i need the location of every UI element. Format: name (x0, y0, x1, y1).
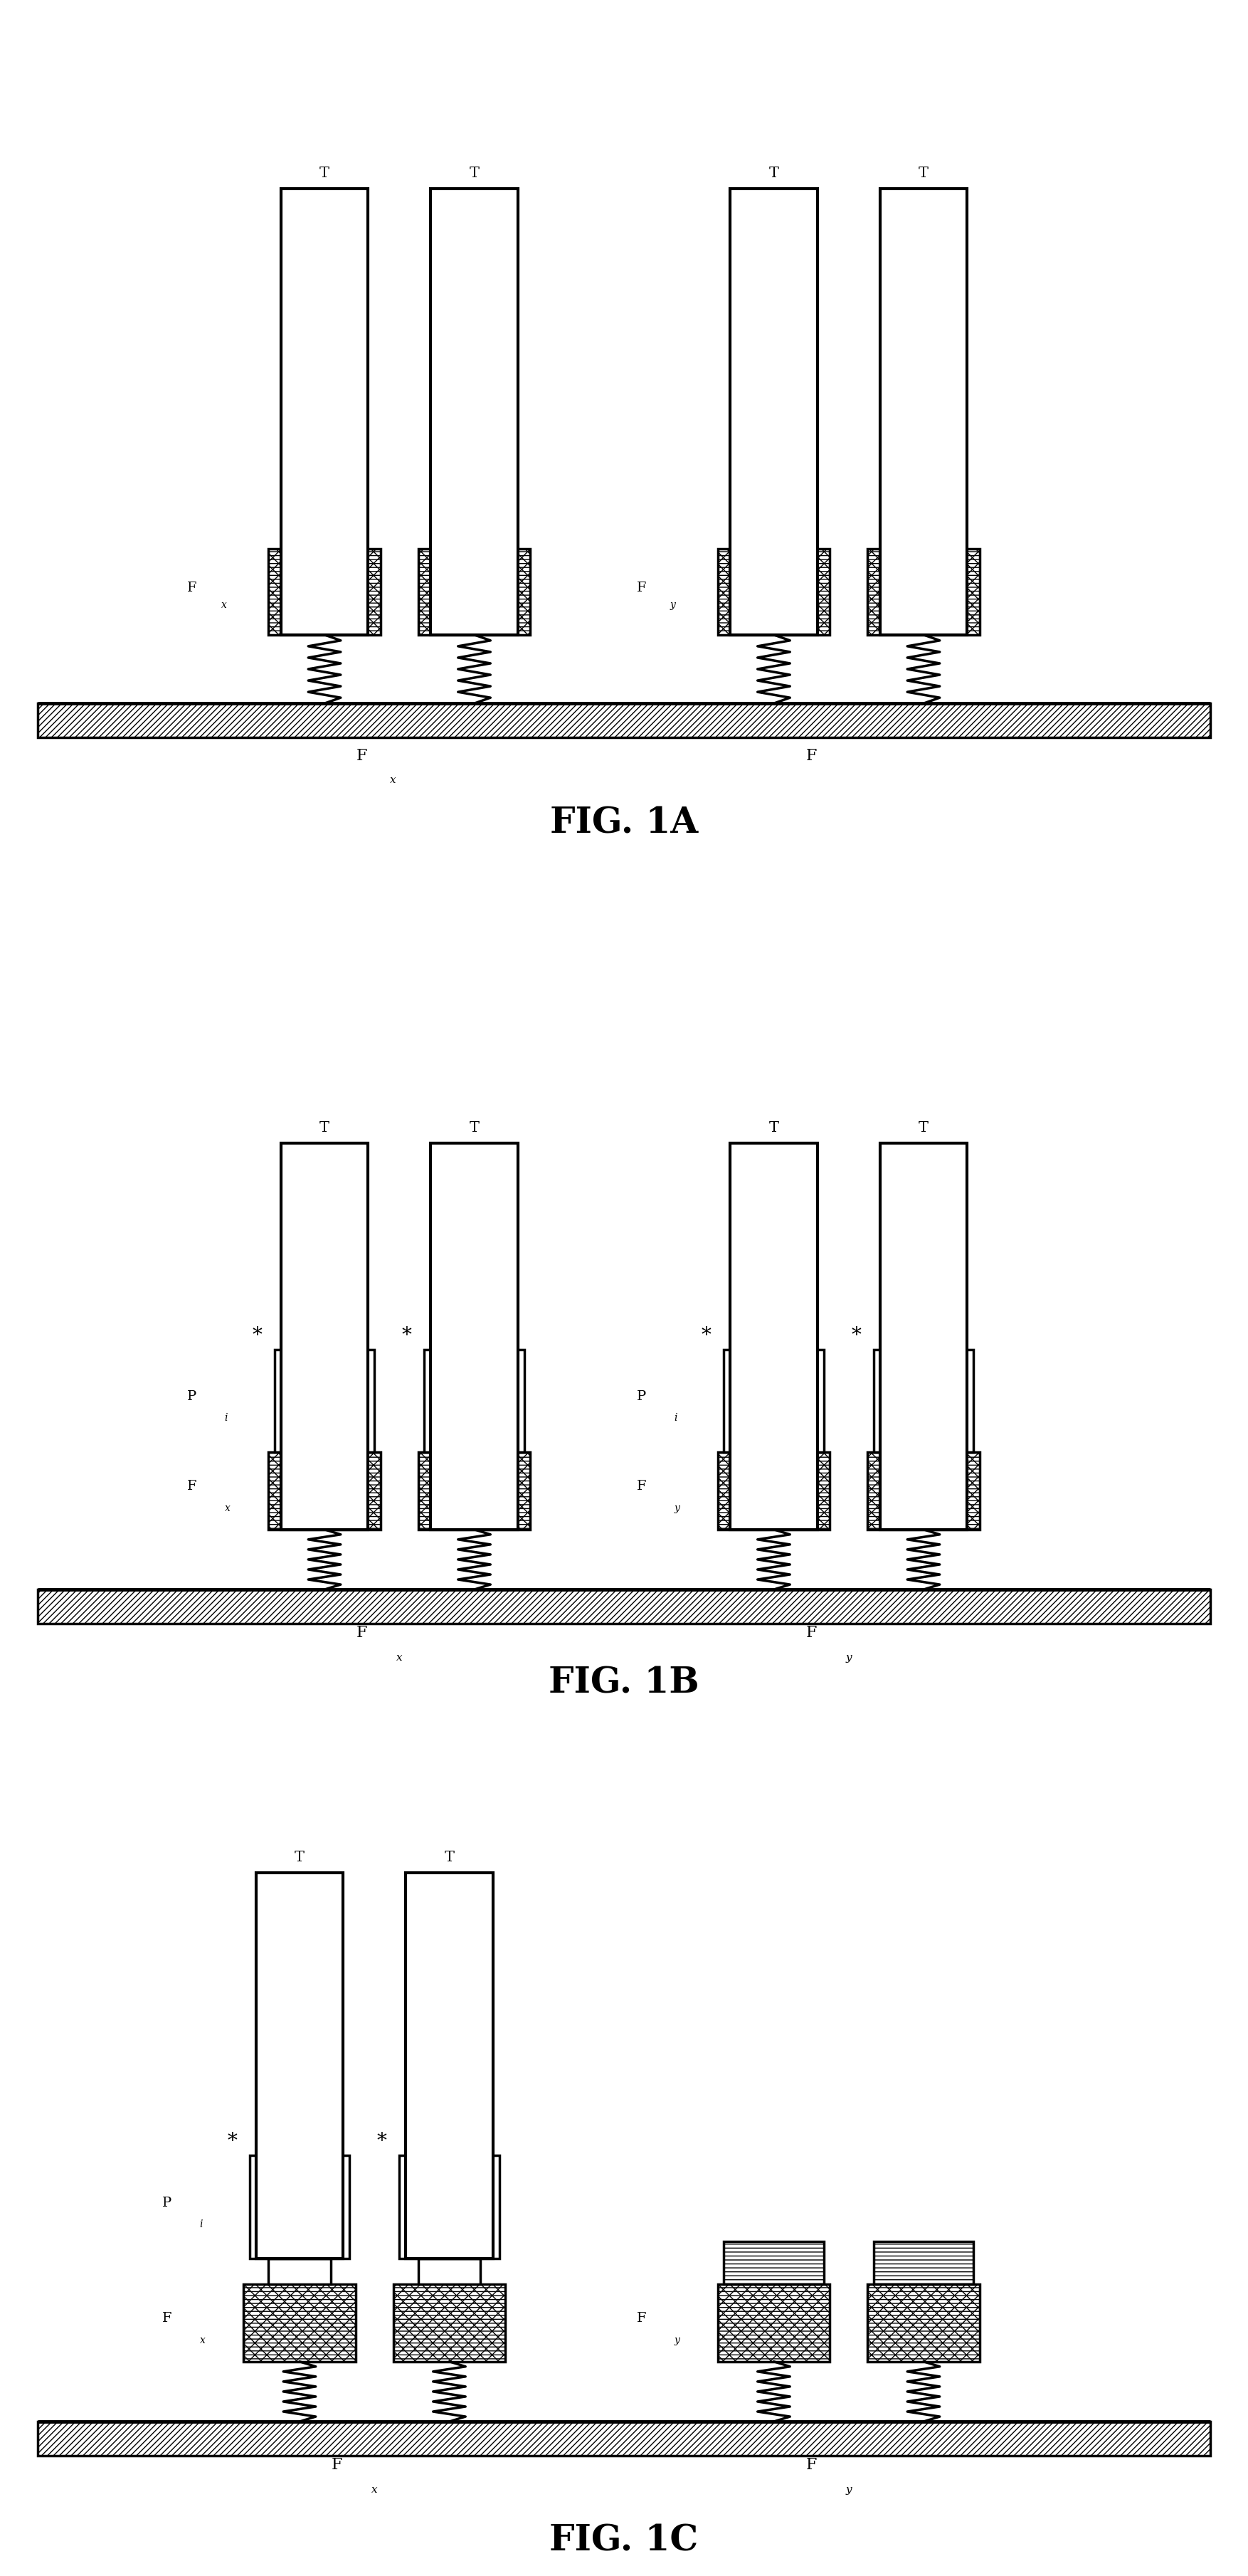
Bar (418, 1453, 530, 1530)
Bar (718, 2285, 830, 2362)
Bar (243, 2285, 356, 2362)
Bar (243, 2285, 356, 2362)
Text: x: x (391, 775, 396, 786)
Text: T: T (919, 1121, 929, 1136)
Bar (867, 549, 980, 634)
Bar (718, 1453, 830, 1530)
Text: x: x (221, 600, 226, 611)
Text: F: F (357, 1625, 367, 1641)
Bar (37, 1589, 1211, 1623)
Bar (418, 1453, 530, 1530)
Bar (867, 2285, 980, 2362)
Bar (399, 2156, 499, 2259)
Bar (424, 1350, 524, 1453)
Text: T: T (919, 167, 929, 180)
Text: y: y (846, 2483, 851, 2494)
Text: i: i (200, 2221, 203, 2228)
Bar (880, 1144, 967, 1530)
Text: T: T (769, 167, 779, 180)
Text: T: T (444, 1850, 454, 1865)
Text: F: F (187, 1481, 197, 1494)
Text: i: i (225, 1414, 228, 1422)
Text: F: F (806, 1625, 816, 1641)
Text: FIG. 1C: FIG. 1C (549, 2524, 699, 2558)
Text: F: F (636, 1481, 646, 1494)
Bar (730, 188, 817, 634)
Text: y: y (674, 1502, 679, 1512)
Bar (37, 703, 1211, 737)
Bar (431, 1144, 518, 1530)
Text: F: F (806, 2458, 816, 2473)
Text: P: P (636, 1391, 646, 1404)
Bar (250, 2156, 349, 2259)
Bar (256, 1873, 343, 2259)
Bar (406, 1873, 493, 2259)
Bar (268, 1453, 381, 1530)
Bar (418, 549, 530, 634)
Text: y: y (670, 600, 675, 611)
Bar (874, 2241, 973, 2285)
Text: x: x (225, 1502, 230, 1512)
Bar (418, 549, 530, 634)
Text: *: * (851, 1327, 861, 1345)
Bar (730, 1144, 817, 1530)
Text: T: T (319, 167, 329, 180)
Text: F: F (357, 747, 367, 762)
Bar (281, 188, 368, 634)
Text: F: F (636, 582, 646, 595)
Bar (874, 1350, 973, 1453)
Text: *: * (252, 1327, 262, 1345)
Bar (724, 2241, 824, 2285)
Text: T: T (469, 167, 479, 180)
Bar (880, 188, 967, 634)
Bar (867, 1453, 980, 1530)
Text: x: x (372, 2483, 377, 2494)
Bar (268, 2259, 331, 2285)
Text: *: * (701, 1327, 711, 1345)
Text: F: F (636, 2313, 646, 2326)
Text: F: F (162, 2313, 172, 2326)
Text: *: * (377, 2133, 387, 2151)
Text: i: i (674, 1414, 678, 1422)
Bar (268, 549, 381, 634)
Text: y: y (846, 1651, 851, 1662)
Bar (37, 2421, 1211, 2455)
Bar (281, 1144, 368, 1530)
Text: x: x (397, 1651, 402, 1662)
Bar (268, 1453, 381, 1530)
Bar (867, 1453, 980, 1530)
Text: P: P (187, 1391, 197, 1404)
Bar (718, 549, 830, 634)
Text: P: P (162, 2197, 172, 2210)
Bar (393, 2285, 505, 2362)
Text: T: T (295, 1850, 305, 1865)
Text: FIG. 1B: FIG. 1B (549, 1667, 699, 1700)
Text: F: F (187, 582, 197, 595)
Text: T: T (469, 1121, 479, 1136)
Bar (718, 549, 830, 634)
Text: T: T (319, 1121, 329, 1136)
Bar (718, 1453, 830, 1530)
Text: FIG. 1A: FIG. 1A (550, 806, 698, 840)
Bar (718, 2285, 830, 2362)
Text: *: * (227, 2133, 237, 2151)
Bar (724, 1350, 824, 1453)
Text: y: y (674, 2334, 679, 2344)
Text: F: F (332, 2458, 342, 2473)
Bar (867, 2285, 980, 2362)
Bar (867, 549, 980, 634)
Text: x: x (200, 2334, 205, 2344)
Bar (268, 549, 381, 634)
Bar (418, 2259, 480, 2285)
Text: *: * (402, 1327, 412, 1345)
Text: T: T (769, 1121, 779, 1136)
Bar (275, 1350, 374, 1453)
Bar (431, 188, 518, 634)
Bar (393, 2285, 505, 2362)
Text: F: F (806, 747, 816, 762)
